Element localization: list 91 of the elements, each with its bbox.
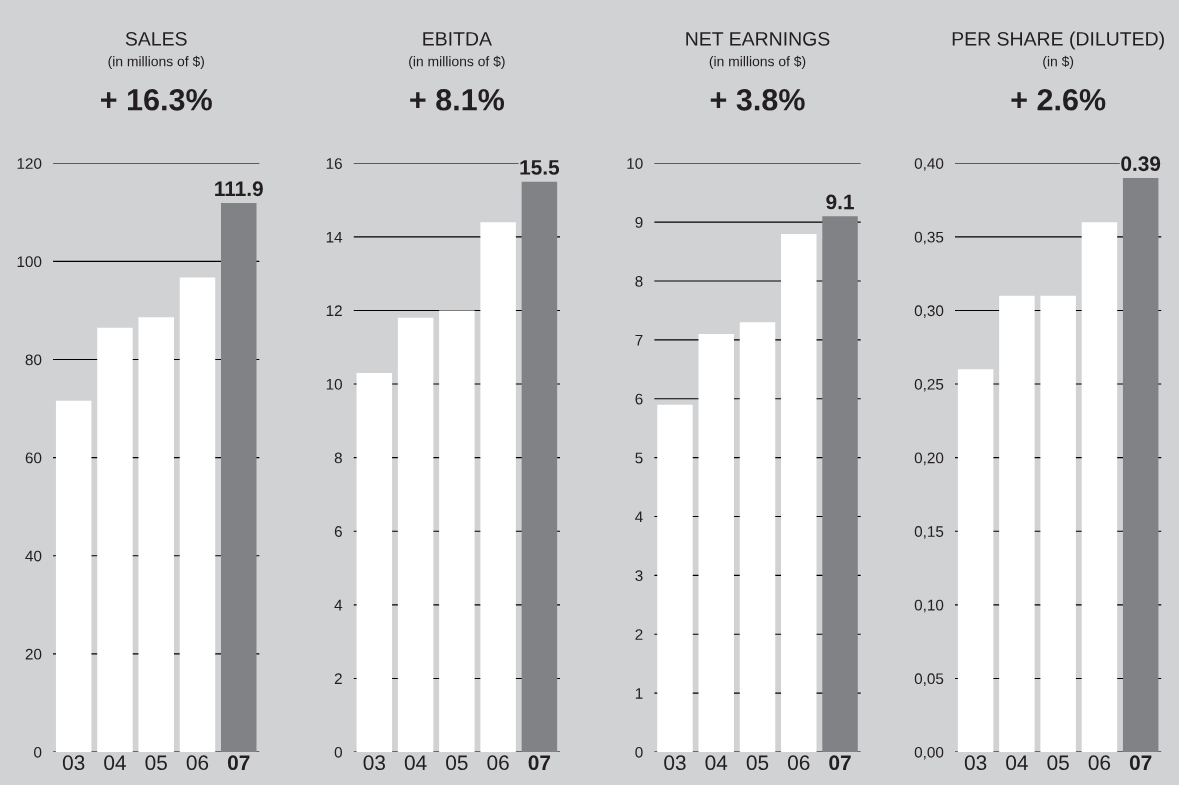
bar <box>1081 222 1118 753</box>
y-tick-label: 20 <box>25 648 42 660</box>
text: + 3.8% <box>710 88 805 111</box>
x-tick-label: 04 <box>404 755 427 771</box>
x-tick-label: 07 <box>528 755 551 771</box>
x-tick-label: 04 <box>705 755 728 771</box>
bar <box>957 369 994 753</box>
data-label: 15.5 <box>520 160 560 175</box>
text: + 16.3% <box>101 88 212 111</box>
x-tick-label: 05 <box>1047 755 1069 771</box>
chart-subtitle: (in millions of $) <box>409 55 505 70</box>
y-tick-label: 0,20 <box>914 452 944 466</box>
y-tick-label: 0,40 <box>914 158 944 171</box>
y-tick-label: 0,30 <box>914 305 944 318</box>
chart-subtitle: (in millions of $) <box>108 55 204 70</box>
y-tick-label: 2 <box>334 673 342 684</box>
x-tick-label: 03 <box>363 755 385 771</box>
y-tick-label: 0 <box>635 746 643 758</box>
y-tick-label: 100 <box>17 256 42 268</box>
y-tick-label: 5 <box>635 452 643 464</box>
bar <box>1040 295 1076 753</box>
y-tick-label: 1 <box>635 688 643 699</box>
chart-title: NET EARNINGS <box>686 31 830 46</box>
data-label: 9.1 <box>826 194 854 210</box>
y-tick-label: 0,10 <box>914 599 944 613</box>
text: + 8.1% <box>410 88 505 111</box>
chart-subtitle: (in $) <box>1043 55 1074 70</box>
y-tick-label: 6 <box>635 393 643 405</box>
y-tick-label: 0,15 <box>914 526 944 539</box>
x-tick-label: 05 <box>145 755 167 771</box>
bar <box>221 203 257 753</box>
bar <box>739 322 776 753</box>
data-label: 0.39 <box>1121 156 1161 172</box>
y-tick-label: 10 <box>326 378 342 390</box>
bar <box>356 373 393 753</box>
y-tick-label: 14 <box>326 231 343 243</box>
y-tick-label: 4 <box>334 599 343 611</box>
chart-title: SALES <box>125 31 187 46</box>
y-tick-label: 0,05 <box>914 673 944 686</box>
x-tick-label: 05 <box>746 755 769 771</box>
bar <box>439 310 475 753</box>
y-tick-label: 9 <box>635 217 643 228</box>
bar <box>97 327 133 753</box>
y-tick-label: 6 <box>334 526 342 537</box>
x-tick-label: 07 <box>829 755 851 771</box>
y-tick-label: 8 <box>334 452 342 464</box>
bar <box>1122 178 1159 753</box>
y-tick-label: 0 <box>34 746 42 758</box>
y-tick-label: 0,25 <box>914 378 944 392</box>
bar <box>999 295 1035 753</box>
x-tick-label: 06 <box>1088 755 1111 771</box>
bar <box>781 233 817 753</box>
y-tick-label: 7 <box>635 334 643 346</box>
y-tick-label: 3 <box>635 570 643 582</box>
x-tick-label: 06 <box>186 755 209 771</box>
text: + 2.6% <box>1011 88 1106 111</box>
bar <box>179 277 216 753</box>
bar <box>55 400 92 753</box>
y-tick-label: 40 <box>25 550 42 562</box>
x-tick-label: 06 <box>788 755 810 771</box>
x-tick-label: 07 <box>227 755 250 771</box>
x-tick-label: 05 <box>446 755 468 771</box>
y-tick-label: 4 <box>635 511 643 523</box>
bar <box>138 317 174 753</box>
x-tick-label: 07 <box>1129 755 1152 771</box>
y-tick-label: 8 <box>635 275 643 287</box>
x-tick-label: 04 <box>104 755 126 771</box>
y-tick-label: 0 <box>334 746 342 758</box>
y-tick-label: 12 <box>326 305 342 316</box>
bar <box>698 334 734 753</box>
bar <box>480 222 516 753</box>
data-label: 111.9 <box>215 181 263 197</box>
y-tick-label: 2 <box>635 629 643 640</box>
y-tick-label: 120 <box>17 158 42 169</box>
x-tick-label: 04 <box>1006 755 1028 771</box>
y-tick-label: 80 <box>25 354 42 366</box>
x-tick-label: 03 <box>62 755 85 771</box>
y-tick-label: 10 <box>627 158 643 169</box>
chart-title: PER SHARE (DILUTED) <box>952 31 1164 50</box>
x-tick-label: 06 <box>487 755 509 771</box>
bar <box>397 317 434 753</box>
x-tick-label: 03 <box>964 755 987 771</box>
bar <box>521 181 558 753</box>
y-tick-label: 0,35 <box>914 231 944 245</box>
y-tick-label: 60 <box>25 452 42 464</box>
x-tick-label: 03 <box>664 755 686 771</box>
chart-subtitle: (in millions of $) <box>709 55 806 70</box>
bar <box>657 404 693 753</box>
y-tick-label: 16 <box>326 158 342 169</box>
chart-title: EBITDA <box>423 32 492 46</box>
y-tick-label: 0,00 <box>914 746 944 760</box>
